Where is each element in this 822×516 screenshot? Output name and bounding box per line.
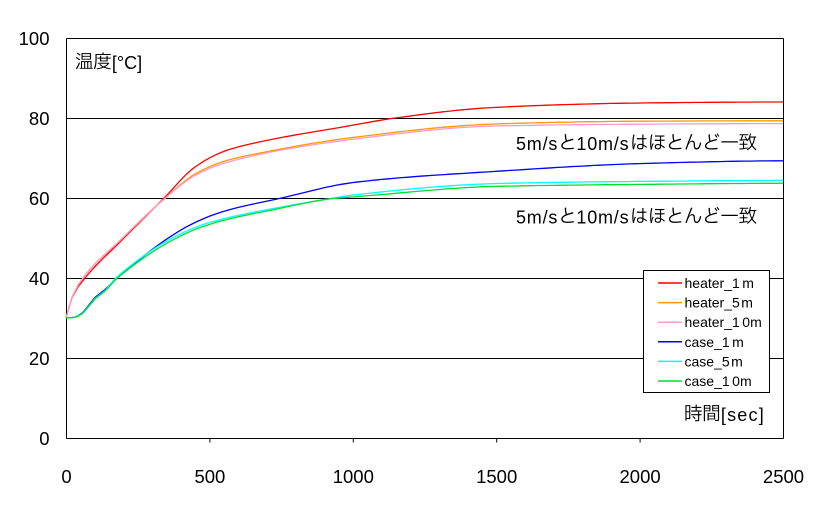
svg-text:20: 20 <box>29 348 50 369</box>
svg-text:5m/s: 5m/s <box>516 134 558 154</box>
svg-text:80: 80 <box>29 108 50 129</box>
svg-text:case_5m: case_5 m <box>685 353 743 369</box>
svg-text:case_1m: case_1 m <box>685 334 744 350</box>
svg-text:heater_1m: heater_1 m <box>685 275 754 291</box>
svg-text:2500: 2500 <box>763 466 804 487</box>
svg-text:100: 100 <box>19 28 50 49</box>
svg-text:5m/s: 5m/s <box>516 208 558 228</box>
svg-text:60: 60 <box>29 188 50 209</box>
svg-text:[sec]: [sec] <box>721 405 765 425</box>
svg-text:0: 0 <box>39 428 49 449</box>
svg-text:1500: 1500 <box>476 466 517 487</box>
svg-text:0: 0 <box>61 466 71 487</box>
svg-text:500: 500 <box>194 466 225 487</box>
svg-text:case_10m: case_1 0m <box>685 373 752 389</box>
svg-text:40: 40 <box>29 268 50 289</box>
svg-text:heater_5m: heater_5 m <box>685 295 753 311</box>
svg-text:10m/s: 10m/s <box>576 208 629 228</box>
svg-text:heater_10m: heater_1 0m <box>685 314 762 330</box>
svg-text:10m/s: 10m/s <box>576 134 629 154</box>
svg-text:1000: 1000 <box>333 466 374 487</box>
svg-text:2000: 2000 <box>620 466 661 487</box>
svg-text:[°C]: [°C] <box>112 53 142 73</box>
